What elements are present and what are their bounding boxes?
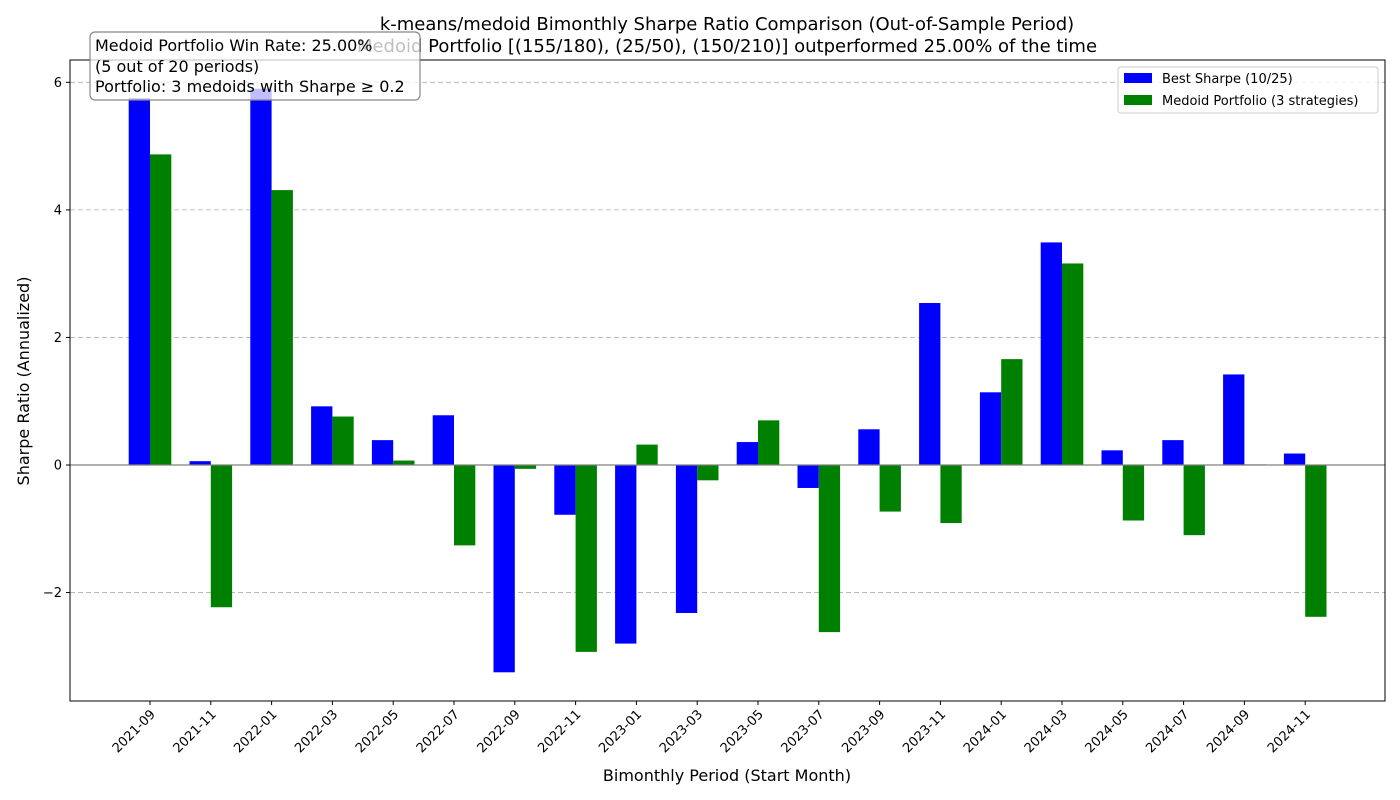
y-tick-label: 4 <box>54 203 62 218</box>
bar-medoid-portfolio-2024-11 <box>1305 465 1327 617</box>
bar-medoid-portfolio-2024-05 <box>1122 465 1145 521</box>
annotation-line-3: Portfolio: 3 medoids with Sharpe ≥ 0.2 <box>95 77 405 96</box>
annotation-line-2: (5 out of 20 periods) <box>95 57 259 76</box>
bar-best-sharpe-2023-07 <box>797 465 819 488</box>
bar-best-sharpe-2023-11 <box>919 303 941 466</box>
annotation-box <box>89 31 421 101</box>
x-tick-label: 2021-11 <box>171 707 220 756</box>
bar-medoid-portfolio-2023-03 <box>697 465 719 481</box>
bar-best-sharpe-2023-05 <box>736 442 758 466</box>
legend-label-best-sharpe: Best Sharpe (10/25) <box>1162 72 1293 87</box>
bar-best-sharpe-2024-11 <box>1283 453 1306 466</box>
x-tick-label: 2021-09 <box>110 707 159 756</box>
y-axis: −2 0 2 4 6 <box>43 76 70 601</box>
y-tick-label: 6 <box>54 76 62 91</box>
bar-medoid-portfolio-2021-09 <box>150 154 172 466</box>
chart-title: k-means/medoid Bimonthly Sharpe Ratio Co… <box>380 14 1074 35</box>
x-tick-label: 2023-07 <box>779 707 828 756</box>
bar-best-sharpe-2022-07 <box>432 415 454 466</box>
bar-medoid-portfolio-2022-05 <box>393 460 415 466</box>
x-tick-label: 2022-07 <box>414 707 463 756</box>
x-tick-label: 2024-07 <box>1143 707 1192 756</box>
bar-medoid-portfolio-2024-03 <box>1062 263 1084 466</box>
bar-medoid-portfolio-2022-01 <box>271 190 293 466</box>
bar-best-sharpe-2024-01 <box>979 392 1002 466</box>
bar-best-sharpe-2024-07 <box>1162 440 1184 466</box>
x-tick-label: 2024-09 <box>1204 707 1253 756</box>
bar-medoid-portfolio-2023-09 <box>879 465 901 512</box>
bar-best-sharpe-2021-09 <box>128 98 150 466</box>
bar-best-sharpe-2022-09 <box>493 465 515 673</box>
x-tick-label: 2024-11 <box>1265 707 1314 756</box>
bar-medoid-portfolio-2022-11 <box>575 465 597 652</box>
chart-subtitle: Medoid Portfolio [(155/180), (25/50), (1… <box>357 36 1097 57</box>
x-tick-label: 2022-11 <box>535 707 584 756</box>
bar-best-sharpe-2022-01 <box>250 88 272 466</box>
x-tick-label: 2023-03 <box>657 707 706 756</box>
x-tick-label: 2024-03 <box>1022 707 1071 756</box>
x-tick-label: 2022-09 <box>475 707 524 756</box>
bar-best-sharpe-2022-11 <box>554 465 576 515</box>
legend-label-medoid-portfolio: Medoid Portfolio (3 strategies) <box>1162 94 1359 109</box>
bar-medoid-portfolio-2021-11 <box>210 465 233 608</box>
legend: Best Sharpe (10/25) Medoid Portfolio (3 … <box>1117 66 1379 114</box>
bar-best-sharpe-2024-05 <box>1101 450 1123 466</box>
bar-medoid-portfolio-2023-11 <box>940 465 962 524</box>
annotation-line-1: Medoid Portfolio Win Rate: 25.00% <box>95 36 373 55</box>
x-tick-label: 2023-01 <box>596 707 645 756</box>
bar-medoid-portfolio-2024-01 <box>1001 359 1023 466</box>
bar-medoid-portfolio-2024-07 <box>1183 465 1205 536</box>
bar-medoid-portfolio-2023-05 <box>758 420 780 466</box>
bar-best-sharpe-2024-09 <box>1223 374 1245 466</box>
bar-medoid-portfolio-2023-07 <box>818 465 841 633</box>
x-tick-label: 2022-03 <box>292 707 341 756</box>
bar-medoid-portfolio-2022-09 <box>514 465 537 469</box>
win-rate-annotation: Medoid Portfolio Win Rate: 25.00% (5 out… <box>89 31 421 101</box>
y-axis-label: Sharpe Ratio (Annualized) <box>14 277 33 486</box>
plot-frame <box>69 59 1386 702</box>
x-axis-label: Bimonthly Period (Start Month) <box>603 766 851 785</box>
y-tick-label: −2 <box>43 586 62 601</box>
x-axis: 2021-09 2021-11 2022-01 2022-03 2022-05 2022-… <box>110 701 1314 756</box>
bar-best-sharpe-2022-05 <box>371 440 394 466</box>
bar-medoid-portfolio-2022-07 <box>454 465 476 546</box>
bar-best-sharpe-2023-01 <box>615 465 637 644</box>
x-tick-label: 2022-01 <box>231 707 280 756</box>
bar-medoid-portfolio-2022-03 <box>332 416 354 466</box>
x-tick-label: 2022-05 <box>353 707 402 756</box>
bar-best-sharpe-2022-03 <box>311 406 333 466</box>
x-tick-label: 2024-05 <box>1083 707 1132 756</box>
x-tick-label: 2023-09 <box>839 707 888 756</box>
y-tick-label: 2 <box>54 331 62 346</box>
y-tick-label: 0 <box>54 459 62 474</box>
legend-swatch-medoid-portfolio <box>1124 95 1152 105</box>
legend-swatch-best-sharpe <box>1124 73 1152 83</box>
bar-best-sharpe-2023-09 <box>858 429 880 466</box>
legend-box <box>1117 66 1379 114</box>
x-tick-label: 2023-11 <box>900 707 949 756</box>
x-tick-label: 2024-01 <box>961 707 1010 756</box>
bars <box>128 88 1327 673</box>
bar-medoid-portfolio-2023-01 <box>636 444 658 466</box>
bar-best-sharpe-2023-03 <box>675 465 698 613</box>
x-tick-label: 2023-05 <box>718 707 767 756</box>
bar-best-sharpe-2021-11 <box>189 461 211 466</box>
bar-best-sharpe-2024-03 <box>1040 242 1062 466</box>
